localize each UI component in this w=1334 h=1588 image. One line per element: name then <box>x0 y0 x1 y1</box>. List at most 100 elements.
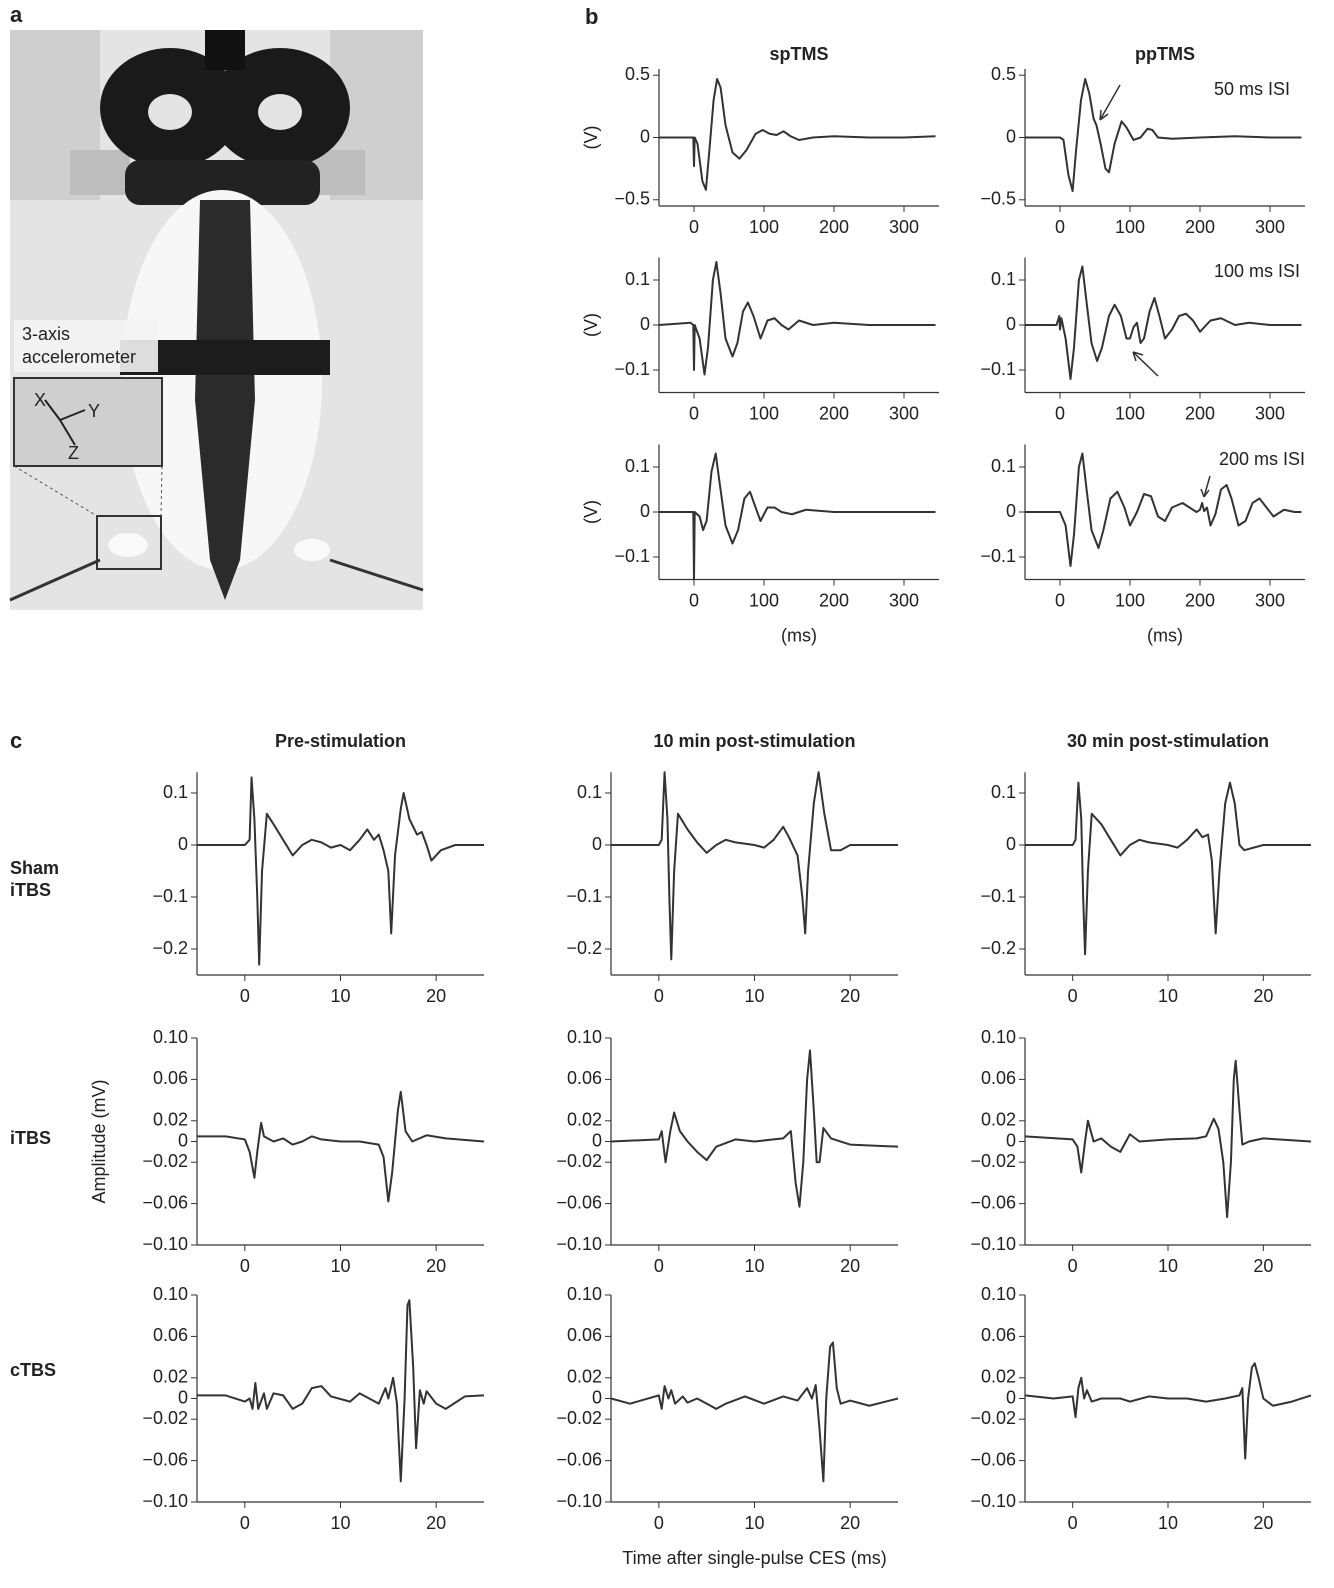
y-tick-label: −0.5 <box>980 189 1016 209</box>
trace <box>1024 1362 1312 1460</box>
x-tick-label: 200 <box>819 403 849 423</box>
chart-title: ppTMS <box>1135 44 1195 64</box>
y-tick-label: 0.10 <box>981 1284 1016 1304</box>
y-axis-label: Amplitude (mV) <box>89 1079 109 1203</box>
y-tick-label: 0.10 <box>153 1027 188 1047</box>
y-tick-label: 0 <box>178 834 188 854</box>
x-tick-label: 0 <box>654 1256 664 1276</box>
y-axis-label: (V) <box>581 313 601 337</box>
y-tick-label: −0.06 <box>556 1449 602 1469</box>
x-tick-label: 10 <box>1158 986 1178 1006</box>
x-tick-label: 20 <box>1253 986 1273 1006</box>
x-tick-label: 200 <box>1185 403 1215 423</box>
y-tick-label: 0 <box>592 1130 602 1150</box>
y-tick-label: −0.02 <box>142 1151 188 1171</box>
x-tick-label: 0 <box>240 1513 250 1533</box>
panel-label: b <box>585 4 598 29</box>
x-tick-label: 20 <box>840 1513 860 1533</box>
x-tick-label: 300 <box>1255 590 1285 610</box>
y-tick-label: −0.02 <box>142 1408 188 1428</box>
x-tick-label: 100 <box>1115 217 1145 237</box>
x-tick-label: 200 <box>819 217 849 237</box>
y-tick-label: −0.02 <box>970 1408 1016 1428</box>
y-tick-label: 0 <box>1006 1387 1016 1407</box>
y-tick-label: −0.02 <box>556 1151 602 1171</box>
x-tick-label: 10 <box>330 1256 350 1276</box>
y-tick-label: 0.02 <box>567 1367 602 1387</box>
x-tick-label: 20 <box>1253 1256 1273 1276</box>
x-tick-label: 0 <box>689 590 699 610</box>
y-tick-label: 0.06 <box>567 1068 602 1088</box>
trace <box>1025 452 1302 567</box>
y-tick-label: 0.5 <box>625 64 650 84</box>
x-axis-label: Time after single-pulse CES (ms) <box>622 1548 886 1568</box>
y-tick-label: 0 <box>1006 1130 1016 1150</box>
x-tick-label: 100 <box>749 217 779 237</box>
trace <box>1025 77 1302 193</box>
trace <box>197 1090 485 1203</box>
trace <box>1025 265 1302 380</box>
x-tick-label: 0 <box>654 986 664 1006</box>
chart-title: 10 min post-stimulation <box>653 731 855 751</box>
y-tick-label: 0 <box>592 834 602 854</box>
trace <box>1025 781 1311 956</box>
panel-label: c <box>10 728 22 753</box>
x-tick-label: 10 <box>1158 1256 1178 1276</box>
y-axis-label: (V) <box>581 500 601 524</box>
y-tick-label: −0.10 <box>556 1234 602 1254</box>
y-tick-label: −0.1 <box>614 359 650 379</box>
x-tick-label: 20 <box>840 1256 860 1276</box>
trace <box>610 1341 899 1483</box>
y-tick-label: −0.06 <box>970 1192 1016 1212</box>
chart-title: 30 min post-stimulation <box>1067 731 1269 751</box>
y-tick-label: 0 <box>640 501 650 521</box>
y-tick-label: −0.10 <box>142 1234 188 1254</box>
y-tick-label: 0 <box>1006 501 1016 521</box>
x-tick-label: 100 <box>749 590 779 610</box>
y-tick-label: 0.02 <box>567 1110 602 1130</box>
y-tick-label: −0.06 <box>556 1192 602 1212</box>
x-tick-label: 200 <box>1185 590 1215 610</box>
row-label: iTBS <box>10 1128 52 1148</box>
y-tick-label: −0.2 <box>566 938 602 958</box>
x-tick-label: 10 <box>744 1256 764 1276</box>
x-tick-label: 0 <box>689 403 699 423</box>
chart-title: spTMS <box>769 44 828 64</box>
y-tick-label: 0.06 <box>981 1325 1016 1345</box>
x-tick-label: 0 <box>1068 1513 1078 1533</box>
y-tick-label: 0 <box>592 1387 602 1407</box>
annotation: 50 ms ISI <box>1214 79 1290 99</box>
y-tick-label: −0.06 <box>142 1449 188 1469</box>
trace <box>1024 1059 1312 1219</box>
x-tick-label: 300 <box>1255 403 1285 423</box>
axis-letter: Z <box>68 443 79 463</box>
photo-label: accelerometer <box>22 347 136 367</box>
y-tick-label: 0.06 <box>153 1068 188 1088</box>
y-tick-label: 0.10 <box>981 1027 1016 1047</box>
x-tick-label: 20 <box>426 1256 446 1276</box>
panel-label: a <box>10 2 23 27</box>
x-tick-label: 300 <box>889 403 919 423</box>
photo-label: 3-axis <box>22 324 70 344</box>
y-tick-label: 0 <box>640 126 650 146</box>
y-tick-label: −0.10 <box>556 1491 602 1511</box>
x-tick-label: 10 <box>330 986 350 1006</box>
x-axis-label: (ms) <box>1147 625 1183 645</box>
y-tick-label: 0 <box>1006 314 1016 334</box>
y-tick-label: 0 <box>1006 834 1016 854</box>
x-tick-label: 0 <box>1055 403 1065 423</box>
y-tick-label: 0.1 <box>991 456 1016 476</box>
y-tick-label: −0.1 <box>980 886 1016 906</box>
x-tick-label: 20 <box>1253 1513 1273 1533</box>
trace <box>658 261 936 376</box>
x-tick-label: 20 <box>426 1513 446 1533</box>
y-tick-label: 0.1 <box>163 782 188 802</box>
x-tick-label: 0 <box>240 1256 250 1276</box>
y-tick-label: 0.02 <box>153 1367 188 1387</box>
y-tick-label: 0.5 <box>991 64 1016 84</box>
y-tick-label: −0.06 <box>970 1449 1016 1469</box>
x-tick-label: 10 <box>744 986 764 1006</box>
x-tick-label: 200 <box>819 590 849 610</box>
